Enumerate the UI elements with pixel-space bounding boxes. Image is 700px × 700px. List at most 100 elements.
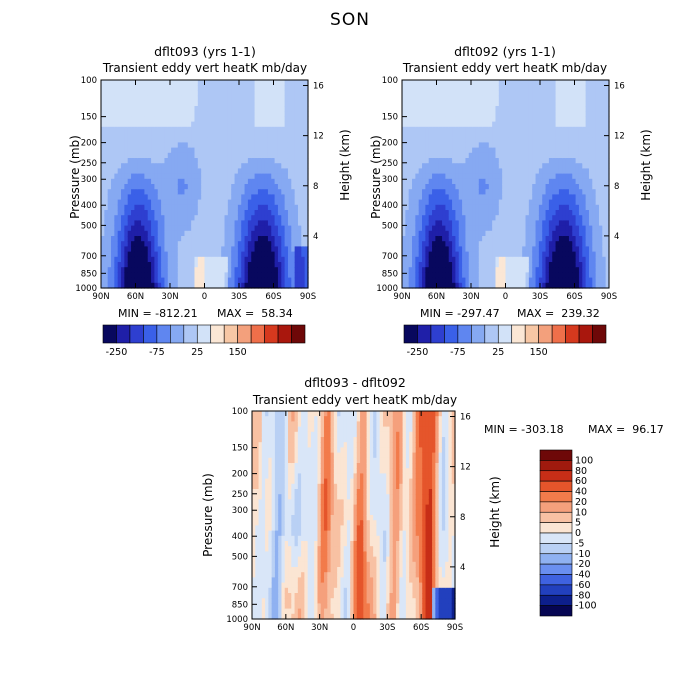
panel2-cell	[442, 106, 446, 112]
panel1-cell	[197, 256, 202, 263]
panel2-cell	[402, 106, 406, 112]
panel1-cell	[154, 267, 159, 273]
panel1-cell	[261, 126, 266, 133]
panel1-cell	[261, 116, 266, 123]
panel2-cell	[445, 106, 450, 112]
panel1-cell	[191, 256, 196, 263]
panel2-cell	[582, 256, 587, 263]
panel2-cell	[592, 194, 597, 201]
panel2-cell	[572, 194, 577, 201]
panel1-cell	[137, 111, 142, 117]
panel1-cell	[207, 225, 212, 232]
panel1-ytick-label: 150	[81, 113, 97, 123]
panel1-cell	[164, 178, 169, 185]
panel1-cell	[184, 256, 189, 263]
panel2-cell	[598, 137, 603, 143]
panel1-cell	[161, 85, 166, 91]
panel2-cell	[462, 267, 467, 273]
panel1-cell	[144, 215, 149, 221]
panel1-cell	[111, 147, 115, 154]
panel1-cell	[187, 225, 192, 232]
panel1-cell	[241, 173, 246, 180]
panel1-cell	[267, 111, 272, 117]
panel2-cell	[472, 277, 477, 284]
panel2-cell	[445, 246, 450, 253]
panel2-cell	[435, 126, 440, 133]
panel2-cell	[448, 277, 453, 284]
panel1-cell	[274, 178, 279, 185]
panel2-cell	[502, 142, 507, 149]
panel1-cell	[117, 189, 122, 195]
panel2-cell	[592, 236, 597, 242]
panel2-cell	[605, 111, 610, 117]
panel2-cell	[525, 111, 530, 117]
panel1-cell	[281, 126, 286, 133]
panel1-cell	[211, 137, 216, 143]
panel2-cell	[562, 132, 567, 138]
panel2-cell	[535, 173, 540, 180]
panel2-cell	[525, 163, 530, 169]
panel1-cell	[247, 80, 252, 86]
panel1-cell	[237, 142, 242, 149]
panel1-cell	[261, 111, 266, 117]
panel2-cell	[438, 147, 443, 154]
panel1-cell	[187, 106, 192, 112]
panel1-cell	[264, 121, 269, 128]
panel1-cell	[184, 267, 189, 273]
panel1-cell	[264, 111, 269, 117]
panel1-cell	[234, 168, 239, 175]
panel2-cell	[482, 121, 487, 128]
panel1-cell	[127, 173, 132, 180]
panel2-cell	[548, 241, 553, 247]
panel1-cell	[277, 178, 282, 185]
panel2-cell	[512, 262, 517, 268]
panel1-cell	[161, 256, 166, 263]
panel2-cell	[475, 230, 480, 237]
panel2-cell	[558, 106, 563, 112]
panel2-cell	[425, 215, 430, 221]
panel2-cell	[542, 246, 547, 253]
panel2-cell	[572, 100, 577, 107]
panel1-cell	[101, 277, 105, 284]
panel1-cell	[121, 106, 125, 112]
panel1-cell	[224, 168, 229, 175]
panel2-cell	[565, 262, 570, 268]
panel1-cell	[157, 272, 162, 279]
panel1-cell	[211, 282, 216, 289]
panel1-cell	[141, 267, 145, 273]
panel2-cell	[505, 277, 510, 284]
panel1-cell	[227, 132, 232, 138]
panel2-cell	[522, 106, 527, 112]
panel1-cell	[254, 95, 259, 102]
panel2-cell	[542, 152, 547, 159]
panel2-cell	[472, 267, 477, 273]
panel1-cell	[204, 137, 209, 143]
panel2-cell	[482, 230, 487, 237]
panel2-cell	[545, 236, 550, 242]
panel2-cell	[472, 168, 477, 175]
panel1-cell	[127, 121, 132, 128]
panel1-cell	[177, 210, 182, 216]
panel2-cell	[428, 142, 433, 149]
panel1-cell	[141, 126, 145, 133]
panel2-cell	[408, 230, 413, 237]
panel1-cell	[281, 241, 286, 247]
panel1-ytick-label: 200	[81, 139, 97, 149]
panel1-cell	[221, 121, 226, 128]
panel1-cell	[107, 85, 112, 91]
panel2-cell	[532, 178, 537, 185]
panel1-cell	[287, 210, 292, 216]
panel2-cell	[555, 147, 560, 154]
panel2-cell	[468, 168, 473, 175]
panel2-cell	[578, 147, 583, 154]
panel1-cell	[304, 251, 309, 258]
panel2-cell	[542, 184, 547, 190]
panel1-cell	[124, 147, 129, 154]
panel1-cell	[254, 100, 259, 107]
panel2-cell	[508, 100, 513, 107]
panel2-cell	[558, 137, 563, 143]
panel2-cell	[408, 132, 413, 138]
panel1-cell	[301, 126, 306, 133]
panel1-cell	[187, 111, 192, 117]
panel1-cell	[244, 173, 249, 180]
